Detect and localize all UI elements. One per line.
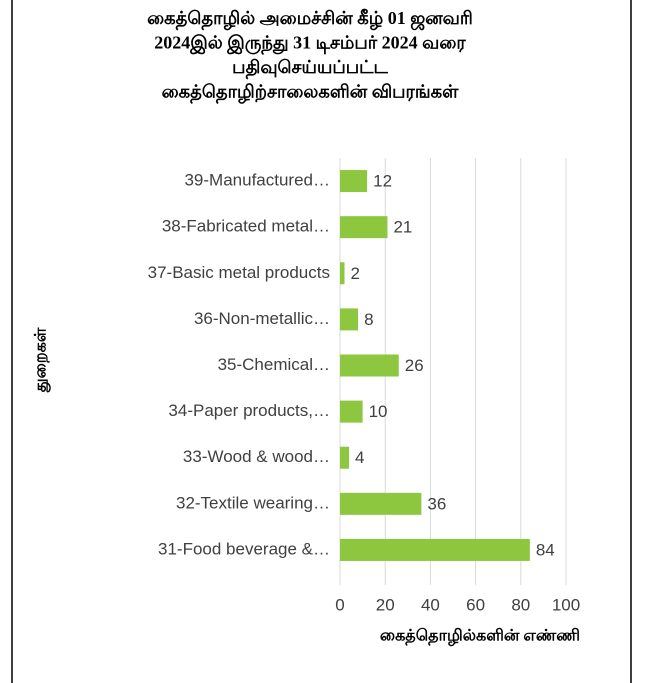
- y-tick-label: 35-Chemical…: [218, 355, 330, 374]
- y-tick-label: 37-Basic metal products: [148, 263, 330, 282]
- chart-title: 2024இல் இருந்து 31 டிசம்பர் 2024 வரை: [154, 33, 466, 56]
- y-tick-label: 31-Food beverage &…: [158, 539, 330, 558]
- x-tick-label: 60: [466, 595, 485, 614]
- y-axis-title: துறைகள்: [33, 327, 51, 393]
- bar: [340, 170, 368, 193]
- y-tick-label: 39-Manufactured…: [184, 171, 330, 190]
- data-label: 36: [427, 494, 446, 513]
- bar: [340, 492, 422, 515]
- data-label: 84: [536, 540, 555, 559]
- data-label: 8: [364, 310, 373, 329]
- x-tick-label: 40: [421, 595, 440, 614]
- bar: [340, 216, 388, 239]
- bar: [340, 354, 399, 377]
- x-tick-label: 100: [552, 595, 580, 614]
- bar: [340, 400, 363, 423]
- x-tick-label: 80: [511, 595, 530, 614]
- y-tick-label: 38-Fabricated metal…: [162, 217, 330, 236]
- bar: [340, 262, 345, 285]
- x-axis-title: கைத்தொழில்களின் எண்ணி: [380, 628, 580, 646]
- y-tick-label: 36-Non-metallic…: [194, 309, 330, 328]
- y-tick-label: 32-Textile wearing…: [176, 493, 330, 512]
- data-label: 12: [373, 172, 392, 191]
- data-label: 2: [351, 264, 360, 283]
- bar: [340, 446, 350, 469]
- chart-title: கைத்தொழில் அமைச்சின் கீழ் 01 ஜனவரி: [147, 8, 473, 31]
- bar: [340, 308, 359, 331]
- chart-title: கைத்தொழிற்சாலைகளின் விபரங்கள்: [162, 82, 460, 105]
- data-label: 26: [405, 356, 424, 375]
- chart-title: பதிவுசெய்யப்பட்ட: [232, 57, 388, 80]
- bar: [340, 538, 530, 561]
- y-tick-label: 33-Wood & wood…: [183, 447, 330, 466]
- x-tick-label: 20: [376, 595, 395, 614]
- y-tick-label: 34-Paper products,…: [168, 401, 330, 420]
- data-label: 4: [355, 448, 364, 467]
- x-tick-label: 0: [335, 595, 344, 614]
- data-label: 10: [369, 402, 388, 421]
- data-label: 21: [393, 218, 412, 237]
